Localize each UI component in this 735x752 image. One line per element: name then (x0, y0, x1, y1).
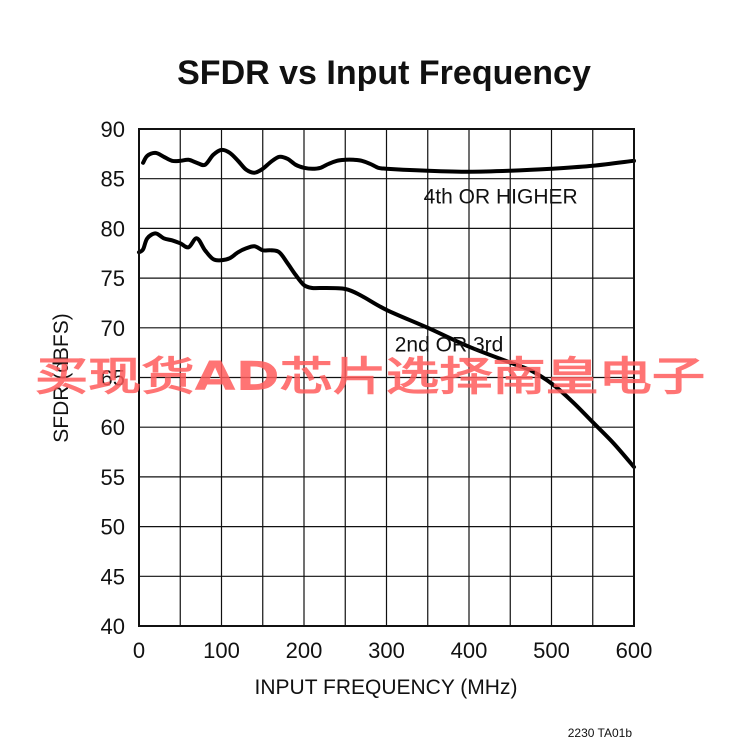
y-tick-label: 90 (101, 117, 125, 142)
x-tick-label: 600 (616, 638, 653, 663)
series-line-4th-or-higher (141, 147, 636, 175)
y-tick-label: 80 (101, 216, 125, 241)
plot-frame (138, 128, 635, 627)
y-tick-label: 40 (101, 614, 125, 639)
y-tick-label: 70 (101, 316, 125, 341)
y-tick-label: 50 (101, 515, 125, 540)
x-tick-label: 0 (133, 638, 145, 663)
x-tick-label: 300 (368, 638, 405, 663)
series-line-2nd-or-3rd (137, 231, 636, 469)
grid-lines (139, 129, 634, 626)
chart-title: SFDR vs Input Frequency (177, 54, 591, 92)
x-tick-label: 500 (533, 638, 570, 663)
y-tick-labels: 40 45 50 55 60 65 70 75 80 85 90 (101, 117, 125, 639)
y-axis-label: SFDR (dBFS) (50, 313, 73, 443)
x-axis-label: INPUT FREQUENCY (MHz) (255, 676, 518, 699)
watermark-text: 买现货AD芯片选择南皇电子 (35, 354, 705, 400)
figure-id: 2230 TA01b (568, 726, 633, 740)
series-annotations: 4th OR HIGHER 2nd OR 3rd (395, 186, 578, 357)
series-annotation: 2nd OR 3rd (395, 334, 504, 357)
series-lines (137, 147, 636, 469)
y-tick-label: 45 (101, 564, 125, 589)
y-tick-label: 85 (101, 167, 125, 192)
series-annotation: 4th OR HIGHER (424, 186, 578, 209)
x-tick-labels: 0 100 200 300 400 500 600 (133, 638, 652, 663)
x-tick-label: 200 (286, 638, 323, 663)
y-tick-label: 60 (101, 415, 125, 440)
x-tick-label: 100 (203, 638, 240, 663)
y-tick-label: 75 (101, 266, 125, 291)
y-tick-label: 55 (101, 465, 125, 490)
y-tick-label: 65 (101, 366, 125, 391)
x-tick-label: 400 (451, 638, 488, 663)
